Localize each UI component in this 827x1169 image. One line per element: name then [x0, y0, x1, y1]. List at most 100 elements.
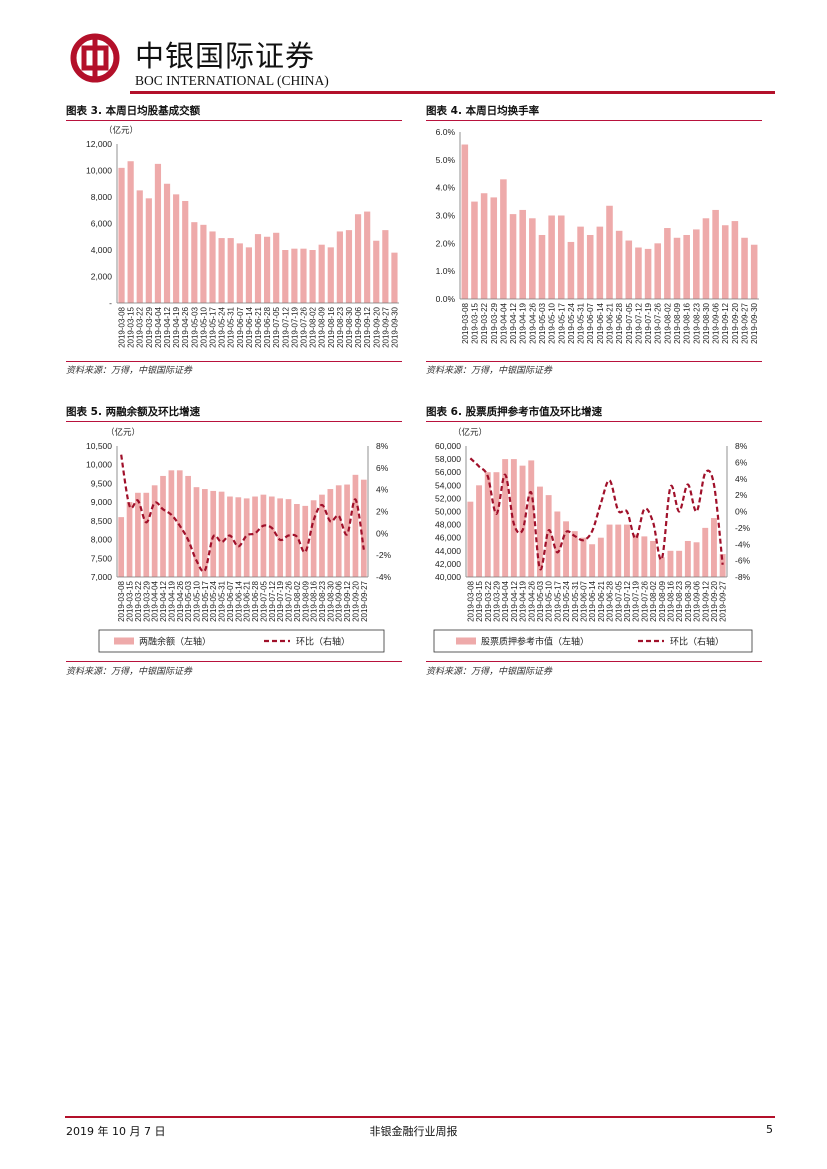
figure-4-bottom-rule [426, 361, 762, 362]
x-tick-label: 2019-06-21 [243, 580, 252, 621]
bar [528, 460, 535, 577]
bar [185, 475, 191, 577]
y-tick-label: 10,000 [86, 460, 112, 470]
x-tick-label: 2019-07-12 [634, 302, 643, 343]
x-tick-label: 2019-09-06 [354, 306, 363, 347]
bar [318, 244, 325, 303]
legend-bar-label: 股票质押参考市值（左轴） [481, 636, 589, 647]
bar [615, 230, 623, 299]
bar [227, 496, 233, 577]
bar [136, 190, 143, 303]
x-tick-label: 2019-03-08 [117, 580, 126, 621]
y2-tick-label: -4% [376, 572, 392, 582]
bar [151, 485, 158, 577]
x-tick-label: 2019-05-17 [201, 580, 210, 621]
bar [327, 247, 334, 303]
x-tick-label: 2019-06-28 [251, 580, 260, 621]
x-tick-label: 2019-07-05 [259, 580, 268, 621]
y-tick-label: 54,000 [435, 480, 461, 490]
bar [260, 494, 267, 577]
bar [252, 496, 258, 577]
bar [285, 499, 292, 577]
x-tick-label: 2019-06-14 [234, 580, 243, 621]
x-tick-label: 2019-08-23 [318, 580, 327, 621]
bar [360, 479, 367, 577]
bar [373, 240, 380, 303]
x-tick-label: 2019-09-30 [390, 306, 399, 347]
y2-tick-label: 8% [376, 441, 389, 451]
x-tick-label: 2019-04-12 [163, 306, 172, 347]
bar [173, 194, 180, 303]
x-tick-label: 2019-04-04 [151, 580, 160, 621]
bar [702, 527, 709, 577]
bar [510, 459, 517, 577]
y-tick-label: 50,000 [435, 507, 461, 517]
footer-date: 2019 年 10 月 7 日 [66, 1125, 166, 1138]
x-tick-label: 2019-07-26 [299, 306, 308, 347]
bar [335, 485, 342, 577]
page-number: 5 [766, 1123, 773, 1136]
x-tick-label: 2019-09-20 [372, 306, 381, 347]
x-tick-label: 2019-08-02 [649, 580, 658, 621]
bar [490, 197, 498, 299]
x-tick-label: 2019-06-14 [245, 306, 254, 347]
chart-daily-turnover: （亿元） - 2,000 4,000 6,000 8,000 10,000 12,000 201… [86, 125, 399, 348]
bar [235, 497, 242, 577]
bar [176, 470, 183, 577]
bar [702, 218, 710, 299]
y-tick-label: 0.0% [436, 294, 456, 304]
x-tick-label: 2019-09-20 [351, 580, 360, 621]
x-tick-label: 2019-05-10 [192, 580, 201, 621]
bar [664, 228, 671, 299]
bar [467, 501, 474, 577]
x-tick-label: 2019-08-23 [675, 580, 684, 621]
bar [218, 491, 225, 577]
x-tick-label: 2019-07-19 [632, 580, 641, 621]
y-tick-label: 4,000 [91, 245, 113, 255]
x-tick-label: 2019-03-29 [145, 306, 154, 347]
bar [519, 465, 526, 577]
figure-3-source: 资料来源：万得，中银国际证券 [66, 366, 193, 376]
bar [310, 500, 317, 577]
y-tick-label: 8,000 [91, 192, 113, 202]
bar [336, 231, 343, 303]
figure-6-title: 图表 6. 股票质押参考市值及环比增速 [426, 406, 603, 418]
x-tick-label: 2019-03-15 [475, 580, 484, 621]
bar [243, 498, 250, 577]
x-tick-label: 2019-05-17 [557, 302, 566, 343]
bar [741, 237, 748, 299]
x-tick-label: 2019-06-28 [615, 302, 624, 343]
x-tick-label: 2019-08-16 [310, 580, 319, 621]
y2-tick-label: 6% [735, 457, 748, 467]
y-tick-label: 7,500 [91, 553, 113, 563]
bar [529, 218, 536, 299]
bar [650, 540, 657, 577]
x-tick-label: 2019-07-26 [654, 302, 663, 343]
x-tick-label: 2019-07-12 [281, 306, 290, 347]
y2-tick-label: -6% [735, 556, 751, 566]
figure-4-source: 资料来源：万得，中银国际证券 [426, 366, 553, 376]
y-tick-label: 3.0% [436, 211, 456, 221]
x-tick-label: 2019-04-26 [181, 306, 190, 347]
chart-margin-balance: （亿元） 7,000 7,500 8,000 8,500 9,000 9,500 10,000… [86, 427, 392, 653]
x-tick-label: 2019-03-08 [118, 306, 127, 347]
x-tick-label: 2019-08-02 [663, 302, 672, 343]
x-tick-label: 2019-05-10 [545, 580, 554, 621]
bar [309, 250, 316, 303]
figure-5-source: 资料来源：万得，中银国际证券 [66, 667, 193, 677]
y-tick-label: 10,000 [86, 166, 112, 176]
x-tick-label: 2019-09-12 [343, 580, 352, 621]
bar [302, 505, 309, 577]
bar [202, 489, 208, 577]
bar [644, 248, 652, 299]
y-tick-label: 48,000 [435, 520, 461, 530]
x-tick-label: 2019-08-23 [692, 302, 701, 343]
bar [545, 495, 552, 577]
figure-4-title: 图表 4. 本周日均换手率 [426, 105, 540, 117]
x-tick-label: 2019-08-02 [293, 580, 302, 621]
bar [294, 504, 300, 577]
x-tick-label: 2019-06-28 [263, 306, 272, 347]
figure-3-rule [66, 120, 402, 121]
figure-4-rule [426, 120, 762, 121]
x-tick-label: 2019-03-22 [484, 580, 493, 621]
